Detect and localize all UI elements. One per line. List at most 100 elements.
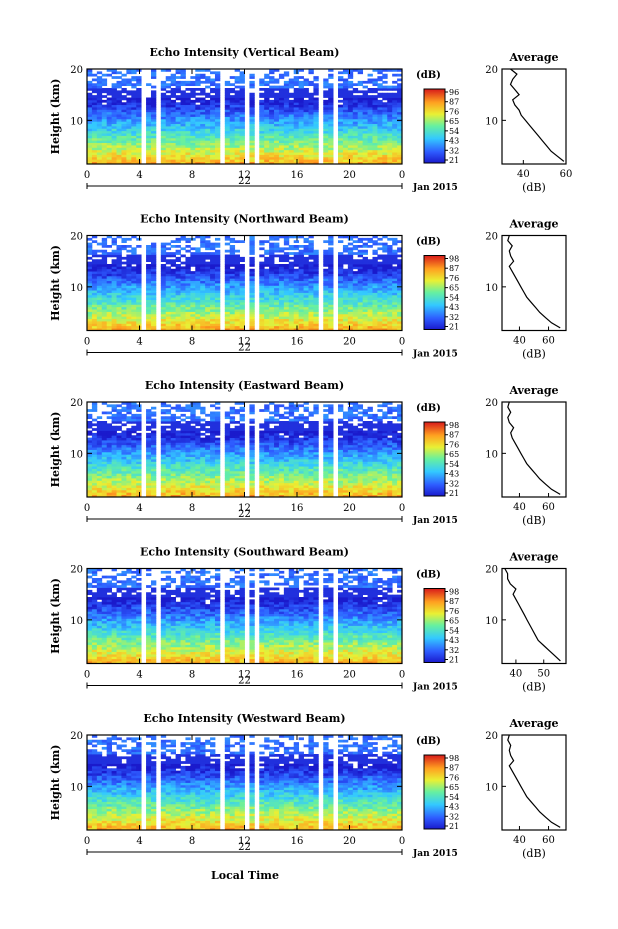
heatmap-cell bbox=[278, 290, 285, 293]
heatmap-cell bbox=[131, 489, 137, 493]
heatmap-cell bbox=[259, 154, 265, 158]
heatmap-cell bbox=[372, 78, 378, 82]
heatmap-cell bbox=[283, 280, 290, 284]
heatmap-cell bbox=[387, 285, 393, 289]
heatmap-cell bbox=[357, 309, 364, 312]
heatmap-cell bbox=[392, 313, 398, 317]
heatmap-cell bbox=[303, 480, 309, 484]
heatmap-cell bbox=[239, 76, 245, 79]
heatmap-cell bbox=[96, 466, 103, 469]
heatmap-cell bbox=[229, 140, 236, 144]
heatmap-cell bbox=[274, 325, 280, 329]
heatmap-cell bbox=[106, 97, 113, 101]
heatmap-cell bbox=[313, 135, 319, 139]
heatmap-cell bbox=[150, 475, 157, 479]
heatmap-cell bbox=[397, 261, 403, 265]
heatmap-cell bbox=[165, 83, 172, 87]
heatmap-cell bbox=[269, 245, 275, 248]
heatmap-cell bbox=[234, 111, 240, 115]
heatmap-cell bbox=[126, 142, 132, 146]
heatmap-cell bbox=[259, 161, 265, 165]
heatmap-cell bbox=[274, 245, 280, 248]
heatmap-cell bbox=[239, 287, 245, 291]
heatmap-cell bbox=[249, 121, 255, 125]
heatmap-cell bbox=[303, 80, 309, 84]
heatmap-cell bbox=[121, 275, 127, 279]
heatmap-cell bbox=[308, 137, 314, 141]
heatmap-cell bbox=[338, 294, 344, 298]
heatmap-cell bbox=[175, 142, 181, 146]
heatmap-cell bbox=[303, 135, 309, 139]
heatmap-cell bbox=[205, 485, 211, 488]
heatmap-cell bbox=[185, 473, 191, 477]
heatmap-cell bbox=[126, 328, 132, 331]
heatmap-cell bbox=[146, 480, 152, 484]
heatmap-cell bbox=[126, 299, 132, 303]
heatmap-cell bbox=[357, 159, 364, 163]
heatmap-cell bbox=[160, 316, 167, 320]
heatmap-cell bbox=[146, 287, 152, 291]
heatmap-cell bbox=[101, 259, 108, 263]
heatmap-cell bbox=[313, 130, 319, 134]
heatmap-cell bbox=[264, 309, 270, 312]
heatmap-cell bbox=[116, 147, 122, 151]
panel-0: Echo Intensity (Vertical Beam)1020Height… bbox=[49, 46, 572, 194]
heatmap-cell bbox=[303, 463, 309, 467]
heatmap-cell bbox=[87, 245, 93, 248]
heatmap-cell bbox=[91, 145, 98, 148]
heatmap-cell bbox=[96, 154, 103, 158]
heatmap-cell bbox=[264, 261, 270, 265]
heatmap-cell bbox=[126, 323, 132, 327]
heatmap-cell bbox=[338, 147, 344, 151]
heatmap-cell bbox=[195, 156, 201, 160]
heatmap-cell bbox=[87, 309, 93, 312]
heatmap-cell bbox=[352, 161, 359, 165]
heatmap-cell bbox=[195, 88, 201, 91]
heatmap-cell bbox=[165, 318, 172, 322]
heatmap-cell bbox=[382, 121, 388, 125]
heatmap-cell bbox=[101, 90, 108, 94]
heatmap-cell bbox=[313, 468, 319, 472]
heatmap-cell bbox=[116, 494, 122, 498]
heatmap-cell bbox=[170, 159, 176, 163]
heatmap-cell bbox=[392, 242, 398, 246]
heatmap-cell bbox=[229, 107, 236, 110]
heatmap-cell bbox=[121, 478, 127, 481]
heatmap-cell bbox=[150, 69, 157, 72]
heatmap-cell bbox=[283, 302, 290, 305]
heatmap-cell bbox=[274, 78, 280, 82]
heatmap-cell bbox=[278, 492, 285, 496]
heatmap-cell bbox=[200, 485, 206, 488]
heatmap-cell bbox=[239, 478, 245, 481]
heatmap-cell bbox=[239, 118, 245, 122]
heatmap-cell bbox=[190, 111, 196, 115]
heatmap-cell bbox=[392, 480, 398, 484]
heatmap-cell bbox=[293, 468, 300, 472]
heatmap-cell bbox=[87, 292, 93, 296]
heatmap-cell bbox=[111, 494, 117, 498]
heatmap-cell bbox=[293, 275, 300, 279]
heatmap-cell bbox=[136, 159, 142, 163]
heatmap-cell bbox=[382, 154, 388, 158]
heatmap-cell bbox=[303, 109, 309, 113]
x-tick-label: 0 bbox=[84, 337, 90, 348]
heatmap-cell bbox=[274, 149, 280, 153]
heatmap-cell bbox=[362, 145, 368, 148]
heatmap-cell bbox=[106, 235, 113, 239]
heatmap-cell bbox=[111, 149, 117, 153]
heatmap-cell bbox=[269, 161, 275, 165]
heatmap-cell bbox=[313, 323, 319, 327]
heatmap-cell bbox=[150, 306, 157, 310]
heatmap-cell bbox=[87, 249, 93, 253]
heatmap-cell bbox=[205, 285, 211, 289]
heatmap-cell bbox=[372, 128, 378, 132]
heatmap-cell bbox=[146, 323, 152, 327]
heatmap-cell bbox=[249, 247, 255, 251]
heatmap-cell bbox=[274, 273, 280, 277]
heatmap-cell bbox=[165, 313, 172, 317]
heatmap-cell bbox=[269, 116, 275, 120]
heatmap-cell bbox=[367, 147, 373, 151]
heatmap-cell bbox=[170, 297, 176, 301]
heatmap-cell bbox=[264, 485, 270, 488]
heatmap-cell bbox=[382, 118, 388, 122]
